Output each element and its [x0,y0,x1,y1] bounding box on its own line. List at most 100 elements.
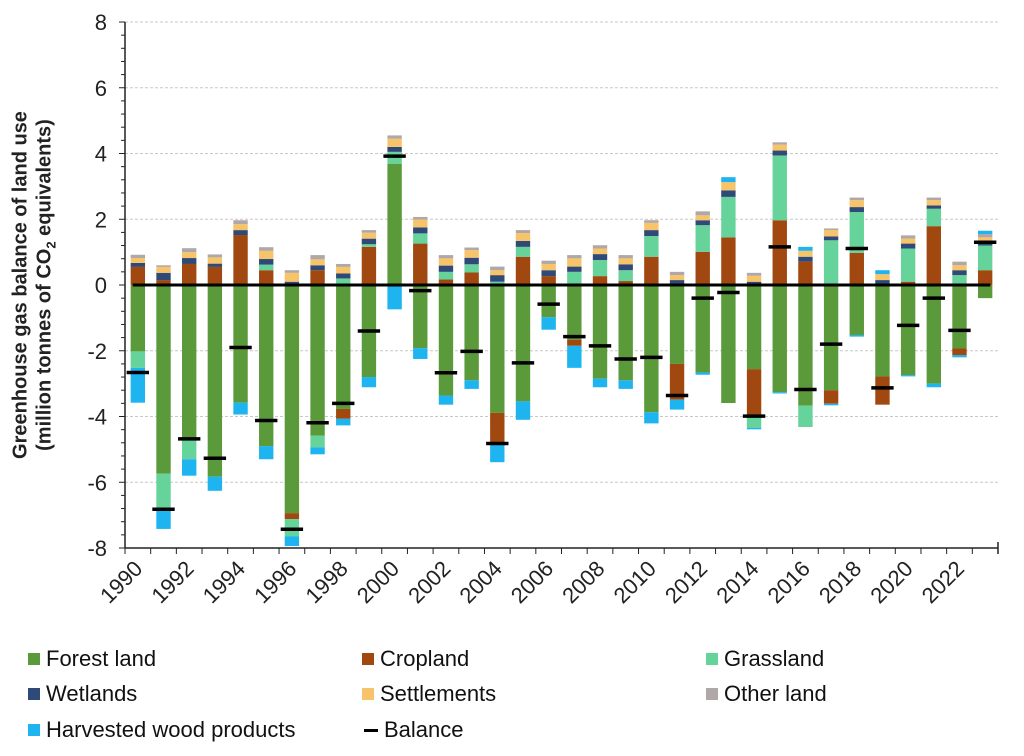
bar-segment-settlements [721,182,736,191]
bar-segment-harvested-wood-products [464,380,479,389]
bar-segment-other-land [592,245,608,249]
x-tick-labels: 1990 1992 1994 1996 1998 2000 2002 2004 2006 2008… [95,556,969,608]
x-tick-label: 2004 [455,556,507,608]
axes [119,21,999,554]
bar-segment-harvested-wood-products [592,378,608,388]
bar-segment-cropland [592,276,608,285]
bar-segment-settlements [336,266,351,274]
y-tick-label: 0 [95,273,107,298]
bar-segment-other-land [284,270,300,273]
bar-segment-grassland [695,225,710,252]
bar-segment-wetlands [926,205,941,209]
bar-segment-harvested-wood-products [849,334,864,337]
bar-segment-forest-land [284,285,300,514]
bar-segment-cropland [644,256,659,285]
bar-segment-wetlands [387,146,402,152]
y-axis-label: Greenhouse gas balance of land use (mill… [9,111,64,459]
bar-segment-cropland [259,270,274,285]
bar-segment-forest-land [413,285,428,349]
bar-segment-wetlands [772,150,787,156]
bar-segment-settlements [952,265,967,271]
x-tick-label: 2010 [609,556,661,608]
bar-segment-cropland [875,376,890,405]
bar-segment-other-land [361,230,377,233]
bar-segment-wetlands [182,258,197,264]
bar-segment-settlements [464,250,479,258]
bar-segment-forest-land [490,285,505,413]
bar-segment-cropland [926,226,941,285]
y-tick-label: -6 [87,470,107,495]
bar-segment-grassland [336,278,351,285]
bar-segment-grassland [413,233,428,244]
bar-segment-grassland [644,236,659,257]
bar-segment-other-land [336,263,351,267]
balance-markers [126,154,997,532]
y-tick-label: -8 [87,536,107,561]
bar-segment-settlements [361,232,377,239]
bar-segment-settlements [849,200,864,208]
bar-segment-wetlands [130,262,146,267]
bar-segment-settlements [746,275,762,282]
bar-segment-harvested-wood-products [618,380,633,389]
bar-segment-other-land [849,197,864,201]
legend-item-harvested-wood-products: Harvested wood products [28,715,295,745]
legend-label: Harvested wood products [46,717,296,742]
bar-segment-cropland [207,266,223,285]
bar-segment-harvested-wood-products [233,402,248,415]
bar-segment-wetlands [875,280,890,285]
bar-segment-cropland [413,243,428,285]
bar-segment-forest-land [798,285,813,406]
bar-segment-other-land [182,248,197,253]
bar-segment-other-land [695,211,710,216]
bar-segment-settlements [413,219,428,228]
bar-segment-wetlands [336,273,351,279]
bar-segment-cropland [464,272,479,285]
bar-segment-forest-land [952,285,967,349]
bar-segment-grassland [182,439,197,460]
bar-segment-harvested-wood-products [541,317,556,330]
bar-segment-forest-land [387,163,402,285]
bar-segment-harvested-wood-products [772,392,787,394]
bar-segment-settlements [798,250,813,257]
bar-segment-settlements [875,274,890,281]
bar-segment-other-land [823,228,839,231]
bar-segment-other-land [438,255,454,259]
bar-segment-other-land [387,135,402,139]
bar-segment-grassland [490,281,505,285]
legend-item-wetlands: Wetlands [28,679,137,709]
bar-segment-wetlands [644,230,659,237]
bar-segment-forest-land [618,285,633,381]
bar-segment-settlements [438,258,454,266]
bar-segment-cropland [721,237,736,285]
bar-segment-settlements [900,238,916,244]
bar-segment-cropland [746,369,762,417]
bar-segment-other-land [567,255,582,259]
bar-segment-cropland [952,348,967,356]
bar-segment-cropland [310,270,325,285]
bar-segment-grassland [849,212,864,253]
y-tick-label: 4 [95,142,107,167]
bar-segment-harvested-wood-products [567,345,582,368]
bar-segment-wetlands [567,266,582,272]
bar-segment-harvested-wood-products [977,230,993,235]
bar-segment-harvested-wood-products [413,348,428,359]
legend-swatch-cropland [362,653,374,665]
legend-label: Settlements [380,681,497,706]
y-tick-label: 6 [95,76,107,101]
bar-segment-other-land [644,220,659,223]
bar-segment-forest-land [541,285,556,318]
bar-segment-harvested-wood-products [310,447,325,455]
bar-segment-harvested-wood-products [130,367,146,403]
bar-segment-other-land [413,216,428,220]
bar-segment-wetlands [515,240,531,247]
bar-segment-settlements [156,266,171,273]
bar-segment-other-land [977,234,993,238]
bar-segment-other-land [952,261,967,266]
bar-segment-wetlands [669,280,685,285]
legend-swatch-forest-land [28,653,40,665]
bar-segment-other-land [618,255,633,259]
bar-segment-forest-land [438,285,454,396]
bar-segment-forest-land [310,285,325,436]
bar-segment-other-land [233,220,248,225]
bar-segment-cropland [772,220,787,285]
